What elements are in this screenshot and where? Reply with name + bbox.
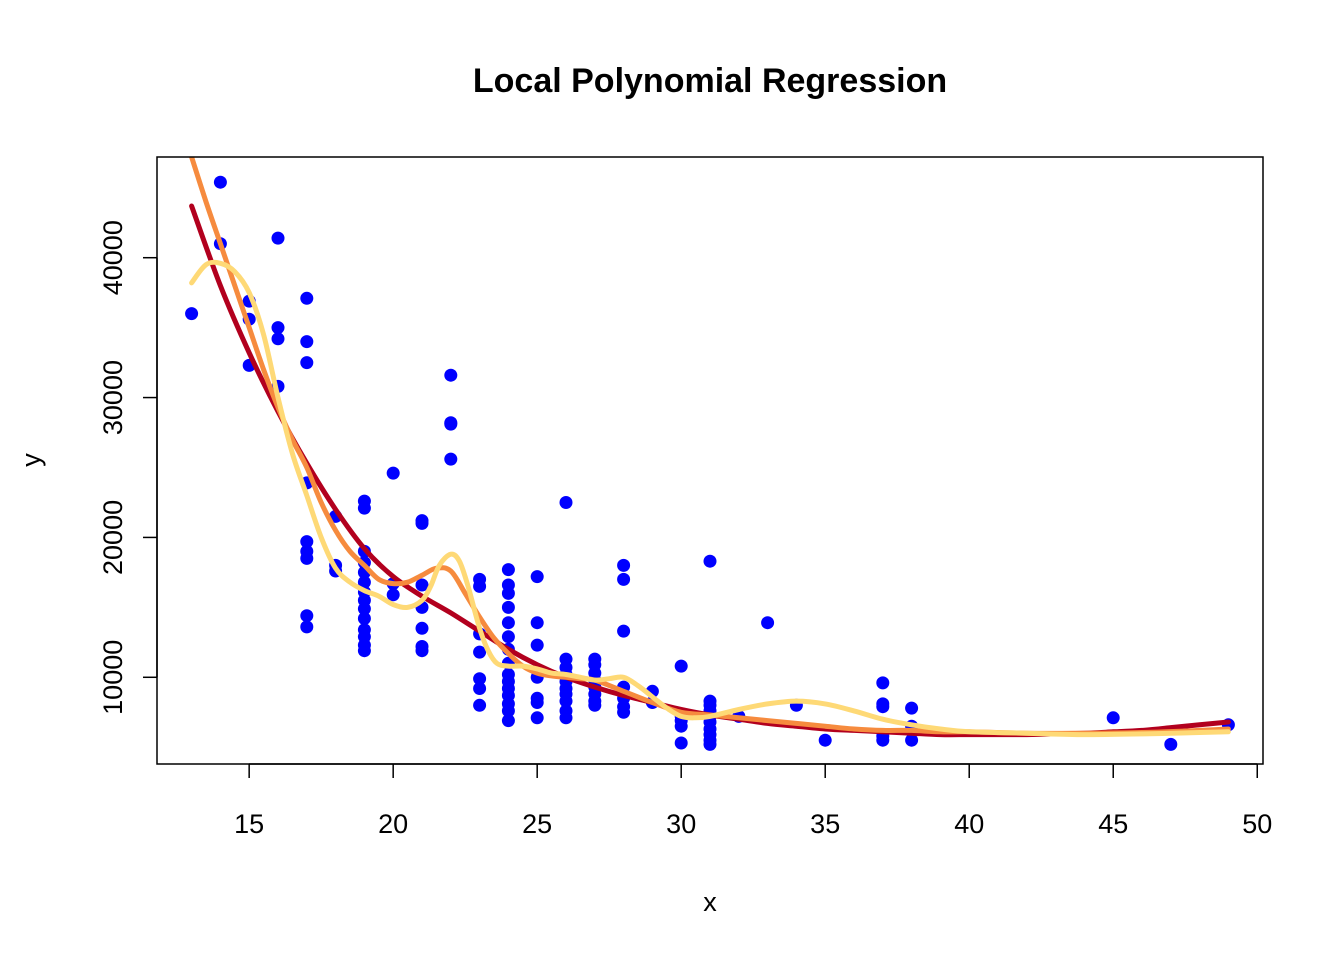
data-point <box>876 700 890 714</box>
y-axis-label: y <box>16 453 46 467</box>
data-point <box>1164 737 1178 751</box>
data-point <box>501 714 515 728</box>
data-point <box>415 516 429 530</box>
x-tick-label: 15 <box>234 809 264 839</box>
data-point <box>674 719 688 733</box>
x-axis-label: x <box>703 887 717 917</box>
data-point <box>386 466 400 480</box>
data-point <box>501 630 515 644</box>
data-point <box>473 682 487 695</box>
data-point <box>501 586 515 600</box>
data-point <box>271 231 285 245</box>
data-point <box>876 733 890 747</box>
y-tick-label: 20000 <box>98 500 128 575</box>
data-point <box>761 616 775 630</box>
data-point <box>357 612 371 625</box>
x-tick-label: 30 <box>666 809 696 839</box>
data-point <box>444 452 458 466</box>
y-tick-label: 10000 <box>98 640 128 715</box>
plot-frame <box>156 156 1264 765</box>
data-point <box>674 736 688 750</box>
data-point <box>415 578 429 592</box>
data-point <box>300 335 314 349</box>
scatter-points <box>185 175 1235 751</box>
data-point <box>357 644 371 658</box>
data-point <box>300 291 314 305</box>
data-point <box>1106 711 1120 725</box>
data-point <box>501 704 515 718</box>
data-point <box>818 733 832 747</box>
data-point <box>300 551 314 565</box>
data-point <box>905 733 919 747</box>
data-point <box>213 175 227 189</box>
data-point <box>530 570 544 584</box>
y-tick-label: 30000 <box>98 360 128 435</box>
x-tick-label: 50 <box>1242 809 1272 839</box>
data-point <box>473 672 487 686</box>
data-point <box>617 624 631 638</box>
data-point <box>617 705 631 719</box>
data-point <box>703 737 717 751</box>
x-tick-label: 45 <box>1098 809 1128 839</box>
data-point <box>559 711 573 725</box>
data-point <box>185 307 199 321</box>
data-point <box>357 602 371 616</box>
data-point <box>530 616 544 630</box>
data-point <box>415 644 429 658</box>
data-point <box>530 638 544 652</box>
data-point <box>386 588 400 602</box>
data-point <box>501 600 515 614</box>
data-point <box>473 645 487 659</box>
smooth-line-2 <box>189 157 1231 736</box>
data-point <box>300 609 314 623</box>
smooth-curves <box>189 157 1231 738</box>
data-point <box>530 696 544 709</box>
x-tick-label: 20 <box>378 809 408 839</box>
data-point <box>501 616 515 630</box>
data-point <box>588 698 602 712</box>
data-point <box>674 659 688 673</box>
x-tick-label: 35 <box>810 809 840 839</box>
data-point <box>703 554 717 568</box>
data-point <box>473 579 487 593</box>
data-point <box>905 701 919 715</box>
smooth-line-1 <box>189 203 1231 738</box>
data-point <box>617 558 631 572</box>
x-tick-label: 40 <box>954 809 984 839</box>
data-point <box>444 417 458 431</box>
data-point <box>300 356 314 370</box>
data-point <box>501 563 515 577</box>
data-point <box>357 501 371 515</box>
data-point <box>876 676 890 690</box>
data-point <box>559 694 573 708</box>
data-point <box>415 621 429 635</box>
y-tick-label: 40000 <box>98 220 128 295</box>
data-point <box>271 332 285 346</box>
data-point <box>300 620 314 634</box>
chart-title: Local Polynomial Regression <box>473 62 947 100</box>
smooth-line-3 <box>189 259 1231 738</box>
y-axis: 10000 20000 30000 40000 <box>98 220 158 715</box>
x-tick-label: 25 <box>522 809 552 839</box>
data-point <box>444 368 458 382</box>
data-point <box>617 572 631 586</box>
data-point <box>559 496 573 509</box>
data-point <box>473 698 487 712</box>
data-point <box>271 321 285 335</box>
x-axis: 15 20 25 30 35 40 45 50 <box>234 763 1272 839</box>
data-point <box>530 711 544 725</box>
data-point <box>300 535 314 549</box>
data-point <box>357 575 371 589</box>
